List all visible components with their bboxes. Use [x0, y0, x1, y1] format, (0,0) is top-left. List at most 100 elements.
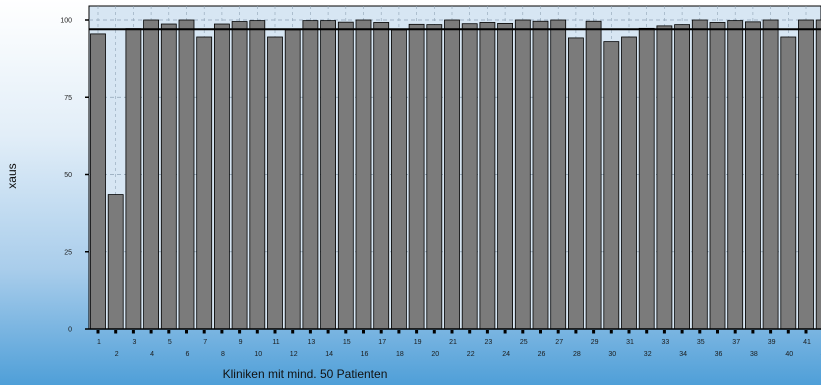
x-tick-mark	[627, 330, 631, 334]
bar-23	[479, 22, 496, 330]
x-tick-mark	[468, 330, 472, 334]
x-tick-label: 37	[732, 339, 740, 346]
x-tick-label: 7	[203, 339, 207, 346]
x-tick-mark	[769, 330, 773, 334]
x-tick-label: 34	[679, 351, 687, 358]
x-tick-mark	[733, 330, 737, 334]
x-tick-label: 8	[221, 351, 225, 358]
bar-22	[461, 23, 478, 330]
x-tick-label: 32	[644, 351, 652, 358]
bar-13	[302, 20, 319, 330]
x-tick-mark	[503, 330, 507, 334]
x-tick-label: 39	[768, 339, 776, 346]
bar-12	[284, 29, 301, 330]
x-tick-label: 36	[715, 351, 723, 358]
bar-26	[532, 20, 549, 330]
x-tick-label: 38	[750, 351, 758, 358]
x-tick-mark	[379, 330, 383, 334]
x-tick-mark	[450, 330, 454, 334]
x-tick-label: 4	[150, 351, 154, 358]
y-axis-ticks: 0 25 50 75 100	[60, 18, 89, 334]
x-tick-label: 24	[502, 351, 510, 358]
x-tick-label: 18	[396, 351, 404, 358]
bar-27	[550, 19, 567, 330]
x-tick-label: 21	[449, 339, 457, 346]
x-tick-label: 20	[431, 351, 439, 358]
x-tick-mark	[662, 330, 666, 334]
bar-7	[196, 36, 213, 330]
bar-36	[709, 22, 726, 330]
bar-6	[178, 19, 195, 330]
x-tick-label: 17	[378, 339, 386, 346]
x-tick-label: 11	[272, 339, 279, 346]
bar-21	[444, 19, 460, 330]
x-tick-label: 5	[168, 339, 172, 346]
x-tick-mark	[131, 330, 135, 334]
bar-18	[390, 29, 407, 330]
x-tick-mark	[308, 330, 312, 334]
x-tick-mark	[432, 330, 436, 334]
bar-37	[727, 20, 744, 330]
x-tick-label: 3	[132, 339, 136, 346]
x-tick-label: 35	[697, 339, 705, 346]
bar-4	[143, 19, 160, 330]
x-tick-mark	[716, 330, 719, 334]
x-tick-mark	[556, 330, 560, 334]
x-tick-mark	[238, 330, 242, 334]
bar-34	[674, 24, 690, 330]
x-axis-ticks: 1234567891011121314151617181920212223242…	[96, 330, 821, 358]
bar-32	[638, 27, 655, 330]
x-tick-mark	[751, 330, 755, 334]
x-tick-mark	[397, 330, 401, 334]
x-tick-mark	[96, 330, 100, 334]
y-tick-label: 100	[60, 18, 72, 25]
x-tick-label: 31	[626, 339, 634, 346]
x-tick-mark	[521, 330, 525, 334]
x-tick-label: 23	[485, 339, 493, 346]
x-tick-mark	[804, 330, 808, 334]
x-tick-label: 19	[414, 339, 422, 346]
x-tick-label: 27	[555, 339, 563, 346]
x-tick-mark	[291, 330, 295, 334]
bars	[90, 19, 821, 330]
x-tick-label: 22	[467, 351, 475, 358]
x-tick-label: 1	[97, 339, 101, 346]
x-tick-label: 10	[254, 351, 262, 358]
bar-8	[213, 23, 230, 330]
bar-40	[780, 36, 797, 330]
bar-1	[90, 33, 106, 330]
x-tick-mark	[114, 330, 118, 334]
x-tick-label: 41	[803, 339, 811, 346]
bar-42	[815, 19, 821, 330]
x-tick-mark	[149, 330, 153, 334]
bar-15	[337, 21, 354, 330]
x-tick-mark	[344, 330, 348, 334]
y-tick-label: 50	[64, 172, 72, 179]
bar-19	[408, 23, 425, 330]
y-axis-title: xaus	[5, 163, 19, 188]
x-tick-mark	[362, 330, 365, 334]
bar-31	[621, 36, 637, 330]
x-tick-mark	[185, 330, 188, 334]
bar-24	[497, 22, 514, 330]
x-tick-label: 40	[785, 351, 793, 358]
x-tick-mark	[680, 330, 684, 334]
y-tick-label: 75	[64, 95, 72, 102]
x-tick-label: 16	[361, 351, 369, 358]
x-tick-mark	[698, 330, 702, 334]
bar-30	[603, 41, 620, 330]
bar-25	[514, 19, 531, 330]
x-tick-label: 6	[186, 351, 190, 358]
bar-20	[426, 24, 443, 330]
x-tick-mark	[786, 330, 790, 334]
x-tick-label: 30	[608, 351, 616, 358]
x-tick-label: 33	[662, 339, 670, 346]
bar-11	[267, 36, 283, 330]
x-tick-label: 29	[591, 339, 599, 346]
x-tick-mark	[167, 330, 171, 334]
y-tick-label: 0	[68, 327, 72, 334]
bar-17	[373, 22, 390, 330]
bar-5	[160, 23, 177, 330]
x-tick-mark	[326, 330, 330, 334]
x-tick-mark	[645, 330, 649, 334]
